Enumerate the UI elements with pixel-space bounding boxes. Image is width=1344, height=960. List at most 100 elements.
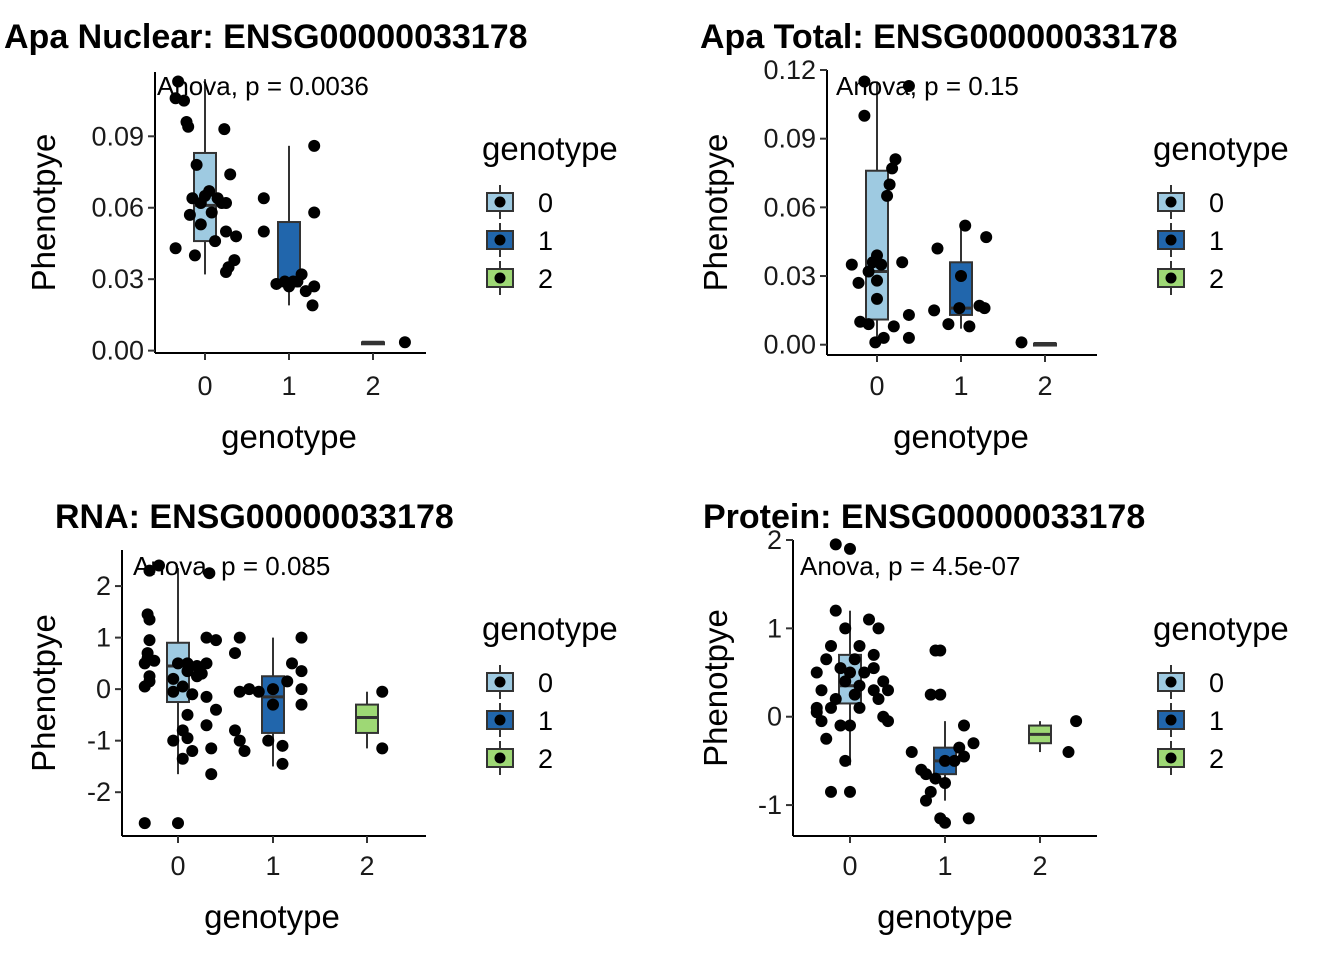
data-point bbox=[810, 701, 823, 714]
data-point bbox=[229, 724, 241, 737]
anova-label: Anova, p = 4.5e-07 bbox=[800, 551, 1020, 581]
data-point bbox=[252, 685, 265, 698]
legend-key-point bbox=[1165, 714, 1177, 726]
data-point bbox=[153, 559, 165, 572]
data-point bbox=[853, 701, 866, 714]
legend-key-point bbox=[494, 272, 506, 284]
data-point bbox=[848, 688, 861, 701]
y-tick-label: 0.03 bbox=[763, 261, 816, 291]
data-point bbox=[295, 683, 308, 696]
data-point bbox=[1070, 715, 1083, 728]
data-point bbox=[257, 192, 270, 205]
data-point bbox=[200, 657, 213, 670]
x-tick-label: 2 bbox=[1032, 851, 1047, 881]
data-point bbox=[872, 622, 885, 635]
data-point bbox=[190, 158, 203, 171]
data-point bbox=[829, 538, 842, 551]
data-point bbox=[267, 698, 279, 711]
data-point bbox=[853, 679, 866, 692]
legend-item-label: 0 bbox=[1209, 668, 1224, 698]
legend: genotype 0 1 2 bbox=[1153, 610, 1289, 775]
data-point bbox=[220, 266, 232, 279]
y-tick-label: 0.06 bbox=[763, 192, 816, 222]
data-point bbox=[889, 153, 902, 166]
data-point bbox=[839, 754, 852, 767]
data-point bbox=[172, 657, 184, 670]
y-tick-label: -1 bbox=[758, 790, 782, 820]
data-point bbox=[839, 675, 852, 688]
data-point bbox=[181, 708, 194, 721]
legend-key-point bbox=[1165, 676, 1177, 688]
data-point bbox=[143, 613, 156, 626]
data-point bbox=[820, 732, 833, 745]
y-axis-label: Phenotpye bbox=[697, 609, 734, 767]
y-tick-label: 0.09 bbox=[763, 124, 816, 154]
legend-item-label: 2 bbox=[538, 744, 553, 774]
data-point bbox=[869, 336, 882, 349]
data-point bbox=[844, 785, 856, 798]
data-point bbox=[218, 123, 231, 136]
data-point bbox=[308, 139, 321, 152]
panel-2: Apa Total: ENSG00000033178 0.00 0.03 0.06 0.… bbox=[697, 18, 1289, 455]
data-point bbox=[839, 622, 852, 635]
data-point bbox=[376, 742, 389, 755]
data-point bbox=[270, 277, 283, 290]
x-tick-label: 2 bbox=[365, 371, 380, 401]
data-point bbox=[825, 701, 837, 714]
data-point bbox=[962, 812, 975, 825]
panel-3: RNA: ENSG00000033178 -2 -1 0 1 2 0 1 2 genotype Ph… bbox=[25, 498, 618, 935]
data-point bbox=[825, 640, 837, 653]
x-tick-label: 1 bbox=[281, 371, 296, 401]
y-tick-label: 2 bbox=[96, 571, 111, 601]
data-point bbox=[167, 734, 180, 747]
legend-title: genotype bbox=[1153, 610, 1289, 647]
data-point bbox=[143, 564, 156, 577]
data-point bbox=[829, 693, 842, 706]
data-point bbox=[948, 754, 961, 767]
y-axis-label: Phenotpye bbox=[25, 134, 62, 292]
data-point bbox=[210, 634, 222, 647]
data-point bbox=[143, 675, 156, 688]
data-point bbox=[902, 80, 915, 93]
data-point bbox=[852, 276, 865, 289]
legend-key-point bbox=[494, 196, 506, 208]
data-point bbox=[308, 206, 321, 219]
data-point bbox=[844, 542, 856, 555]
data-point bbox=[920, 768, 932, 781]
data-point bbox=[176, 680, 189, 693]
data-point bbox=[200, 631, 213, 644]
data-point bbox=[810, 666, 823, 679]
data-point bbox=[286, 657, 298, 670]
data-point bbox=[867, 684, 880, 697]
data-point bbox=[924, 688, 937, 701]
data-point bbox=[233, 685, 246, 698]
legend-item-label: 0 bbox=[538, 188, 553, 218]
panel-1: Apa Nuclear: ENSG00000033178 0.00 0.03 0.06… bbox=[4, 18, 618, 455]
legend-title: genotype bbox=[482, 610, 618, 647]
data-point bbox=[203, 567, 216, 580]
data-point bbox=[181, 665, 194, 678]
data-point bbox=[172, 817, 184, 830]
data-point bbox=[829, 604, 842, 617]
data-point bbox=[203, 185, 216, 198]
data-point bbox=[844, 666, 856, 679]
data-point bbox=[871, 274, 883, 287]
data-point bbox=[882, 715, 894, 728]
y-tick-label: 0.12 bbox=[763, 55, 816, 85]
data-point bbox=[953, 302, 966, 315]
y-axis-label: Phenotpye bbox=[697, 134, 734, 292]
data-point bbox=[958, 719, 970, 732]
data-point bbox=[905, 746, 918, 759]
x-tick-label: 1 bbox=[265, 851, 280, 881]
legend-key-point bbox=[1165, 272, 1177, 284]
data-point bbox=[959, 219, 972, 232]
data-point bbox=[376, 685, 389, 698]
legend-key-point bbox=[1165, 196, 1177, 208]
data-point bbox=[883, 178, 896, 191]
data-point bbox=[848, 653, 861, 666]
data-point bbox=[931, 242, 944, 255]
legend-title: genotype bbox=[1153, 130, 1289, 167]
panel-title: Apa Nuclear: ENSG00000033178 bbox=[4, 18, 528, 56]
data-point bbox=[887, 320, 900, 333]
data-point bbox=[262, 734, 275, 747]
